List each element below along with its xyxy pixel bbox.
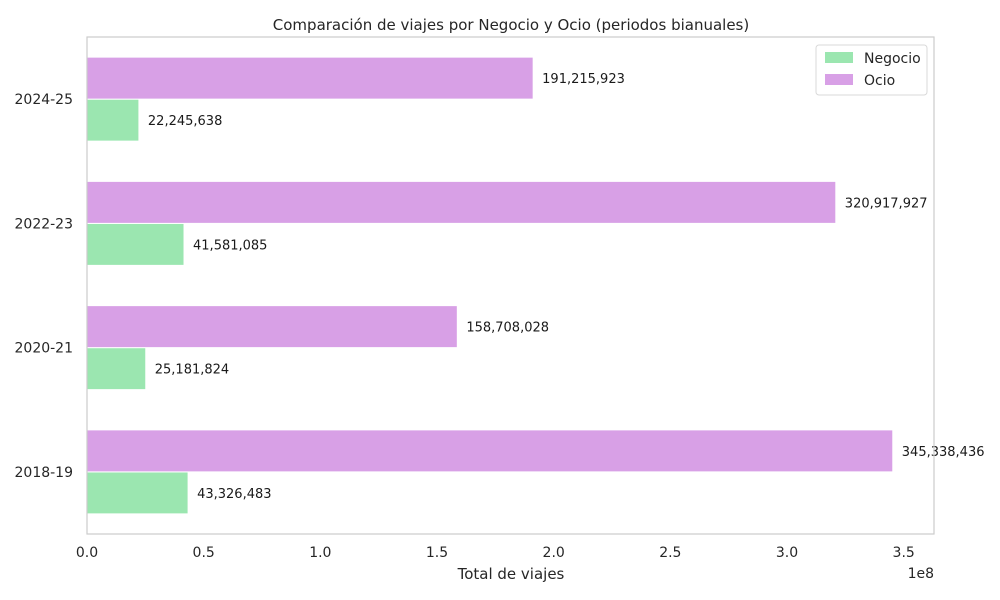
data-label-negocio-2024-25: 22,245,638 (148, 114, 222, 129)
data-label-negocio-2020-21: 25,181,824 (155, 363, 229, 378)
y-tick-label-2020-21: 2020-21 (15, 341, 74, 357)
data-label-ocio-2024-25: 191,215,923 (542, 72, 625, 87)
legend-label-negocio: Negocio (864, 51, 921, 67)
legend-label-ocio: Ocio (864, 73, 895, 89)
x-tick-label-3.0: 3.0 (776, 545, 798, 561)
legend-swatch-negocio (825, 52, 853, 63)
data-label-ocio-2020-21: 158,708,028 (466, 321, 549, 336)
bar-negocio-2022-23 (86, 222, 185, 266)
legend-swatch-ocio (825, 74, 853, 85)
bar-ocio-2024-25 (86, 56, 534, 100)
bar-ocio-2020-21 (86, 305, 458, 349)
y-tick-label-2018-19: 2018-19 (15, 465, 74, 481)
bars-layer (86, 56, 894, 515)
x-tick-label-0.0: 0.0 (76, 545, 98, 561)
bar-ocio-2022-23 (86, 180, 837, 224)
data-label-negocio-2018-19: 43,326,483 (197, 487, 271, 502)
chart-title: Comparación de viajes por Negocio y Ocio… (273, 16, 749, 34)
y-tick-label-2024-25: 2024-25 (15, 92, 74, 108)
x-tick-label-1.0: 1.0 (309, 545, 331, 561)
data-label-ocio-2018-19: 345,338,436 (902, 445, 985, 460)
plot-area-frame (86, 36, 935, 535)
bar-negocio-2020-21 (86, 347, 147, 391)
data-label-ocio-2022-23: 320,917,927 (845, 196, 928, 211)
x-tick-label-1.5: 1.5 (426, 545, 448, 561)
bar-negocio-2024-25 (86, 98, 140, 142)
x-tick-label-0.5: 0.5 (193, 545, 215, 561)
y-tick-label-2022-23: 2022-23 (15, 216, 74, 232)
data-label-negocio-2022-23: 41,581,085 (193, 238, 267, 253)
x-axis-label: Total de viajes (457, 565, 565, 583)
chart-legend: Negocio Ocio (815, 44, 928, 96)
y-axis-ticks: 2018-19 2020-21 2022-23 2024-25 (15, 92, 74, 481)
x-tick-label-3.5: 3.5 (893, 545, 915, 561)
bar-negocio-2018-19 (86, 471, 189, 515)
x-tick-label-2.5: 2.5 (659, 545, 681, 561)
x-tick-label-2.0: 2.0 (543, 545, 565, 561)
x-axis-ticks: 0.0 0.5 1.0 1.5 2.0 2.5 3.0 3.5 (76, 545, 915, 561)
bar-ocio-2018-19 (86, 429, 894, 473)
data-labels-layer: 43,326,483 345,338,436 25,181,824 158,708,0… (148, 72, 985, 502)
x-axis-scale-label: 1e8 (908, 566, 934, 582)
